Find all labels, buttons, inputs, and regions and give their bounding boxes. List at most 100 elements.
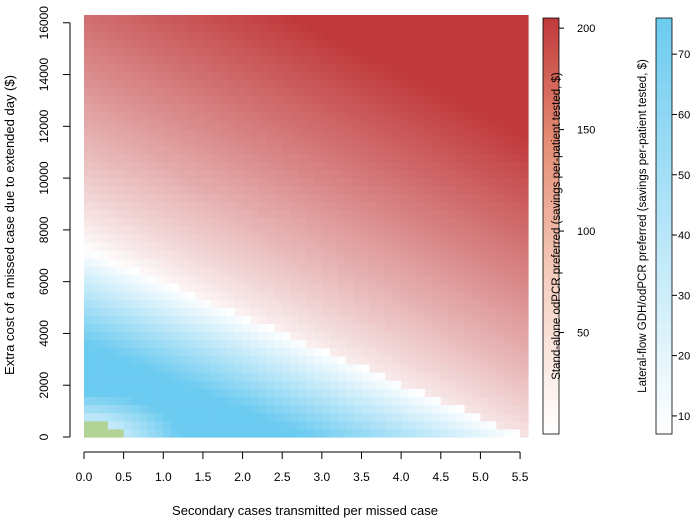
heatmap-cell: [409, 71, 418, 81]
heatmap-cell: [123, 169, 133, 178]
heatmap-cell: [290, 266, 299, 276]
heatmap-cell: [329, 420, 339, 430]
colorbar-tick-label: 10: [678, 411, 690, 423]
heatmap-cell: [234, 347, 244, 357]
heatmap-cell: [464, 15, 474, 24]
heatmap-cell: [369, 39, 378, 49]
heatmap-cell: [417, 128, 426, 138]
heatmap-cell: [393, 315, 402, 324]
heatmap-cell: [504, 234, 513, 243]
heatmap-cell: [353, 128, 363, 138]
heatmap-cell: [440, 161, 450, 170]
heatmap-cell: [171, 112, 180, 122]
heatmap-cell: [361, 15, 371, 24]
heatmap-cell: [440, 71, 450, 81]
heatmap-cell: [163, 161, 172, 170]
heatmap-cell: [464, 177, 474, 187]
heatmap-cell: [123, 290, 133, 300]
heatmap-cell: [171, 234, 180, 243]
heatmap-cell: [163, 193, 172, 203]
heatmap-cell: [313, 128, 323, 138]
heatmap-cell: [456, 47, 466, 57]
heatmap-cell: [409, 372, 418, 381]
heatmap-cell: [139, 201, 149, 211]
heatmap-cell: [84, 185, 93, 195]
heatmap-cell: [139, 169, 149, 178]
heatmap-cell: [440, 177, 450, 187]
heatmap-cell: [456, 323, 466, 333]
heatmap-cell: [409, 258, 418, 268]
heatmap-cell: [171, 266, 180, 276]
heatmap-cell: [520, 71, 529, 81]
heatmap-cell: [250, 380, 260, 389]
heatmap-cell: [99, 412, 109, 422]
heatmap-cell: [393, 15, 402, 24]
heatmap-cell: [401, 388, 410, 398]
heatmap-cell: [84, 380, 93, 389]
heatmap-cell: [163, 226, 172, 235]
heatmap-cell: [361, 363, 371, 373]
heatmap-cell: [306, 112, 315, 122]
heatmap-cell: [504, 136, 513, 146]
heatmap-cell: [195, 307, 204, 316]
heatmap-cell: [131, 372, 141, 381]
heatmap-cell: [488, 161, 497, 170]
heatmap-cell: [99, 144, 109, 154]
heatmap-cell: [306, 258, 315, 268]
heatmap-cell: [84, 15, 93, 24]
heatmap-cell: [91, 144, 101, 154]
heatmap-cell: [250, 31, 260, 40]
heatmap-cell: [409, 209, 418, 219]
heatmap-cell: [409, 339, 418, 349]
heatmap-cell: [313, 274, 323, 284]
heatmap-cell: [290, 96, 299, 105]
heatmap-cell: [282, 15, 291, 24]
heatmap-cell: [179, 290, 188, 300]
heatmap-cell: [84, 31, 93, 40]
heatmap-cell: [369, 363, 378, 373]
heatmap-cell: [123, 23, 133, 32]
heatmap-cell: [163, 39, 172, 49]
heatmap-cell: [424, 282, 434, 292]
heatmap-cell: [187, 258, 196, 268]
heatmap-cell: [107, 274, 117, 284]
heatmap-cell: [242, 380, 252, 389]
heatmap-cell: [258, 282, 267, 292]
heatmap-cell: [464, 193, 474, 203]
heatmap-cell: [353, 161, 363, 170]
heatmap-cell: [226, 63, 236, 73]
heatmap-cell: [139, 39, 149, 49]
heatmap-cell: [321, 347, 331, 357]
heatmap-cell: [361, 55, 371, 65]
heatmap-cell: [369, 331, 378, 341]
heatmap-cell: [131, 355, 141, 365]
heatmap-cell: [195, 388, 204, 398]
heatmap-cell: [171, 315, 180, 324]
heatmap-cell: [155, 420, 164, 430]
heatmap-cell: [123, 339, 133, 349]
heatmap-cell: [361, 404, 371, 414]
heatmap-cell: [417, 323, 426, 333]
heatmap-cell: [306, 282, 315, 292]
heatmap-cell: [353, 420, 363, 430]
heatmap-cell: [313, 217, 323, 227]
heatmap-cell: [195, 372, 204, 381]
heatmap-cell: [361, 290, 371, 300]
heatmap-cell: [496, 282, 505, 292]
heatmap-cell: [202, 88, 212, 97]
heatmap-cell: [195, 63, 204, 73]
heatmap-cell: [337, 299, 347, 308]
heatmap-cell: [520, 15, 529, 24]
heatmap-cell: [321, 242, 331, 251]
heatmap-cell: [274, 136, 283, 146]
heatmap-cell: [179, 347, 188, 357]
heatmap-cell: [377, 104, 386, 113]
heatmap-cell: [226, 31, 236, 40]
heatmap-cell: [480, 23, 489, 32]
heatmap-cell: [84, 88, 93, 97]
heatmap-cell: [290, 412, 299, 422]
heatmap-cell: [306, 104, 315, 113]
heatmap-cell: [464, 128, 474, 138]
heatmap-cell: [345, 96, 355, 105]
heatmap-cell: [147, 226, 156, 235]
